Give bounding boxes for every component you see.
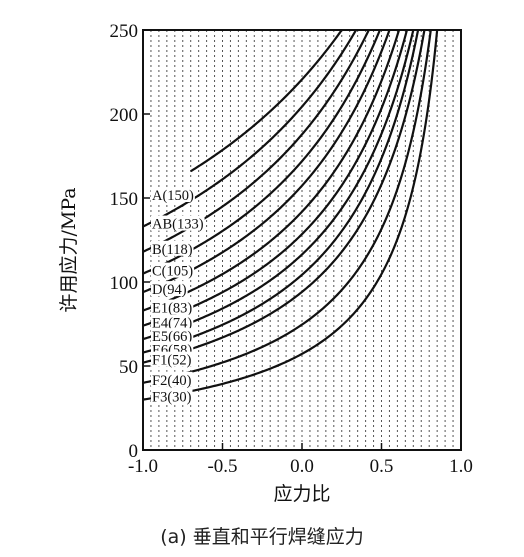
curve-label: A(150) xyxy=(152,188,194,204)
curve-label: C(105) xyxy=(152,264,193,280)
curve-a-150- xyxy=(190,29,343,173)
y-tick-label: 150 xyxy=(110,189,139,210)
curve-label-bg xyxy=(151,314,194,330)
y-tick-label: 250 xyxy=(110,21,139,42)
curve-label: F3(30) xyxy=(152,390,192,406)
curve-label: F2(40) xyxy=(152,373,192,389)
figure-caption: (a) 垂直和平行焊缝应力 xyxy=(160,526,364,548)
curve-label-bg xyxy=(151,187,195,202)
y-tick-label: 100 xyxy=(110,273,139,294)
curve-label-bg xyxy=(151,215,205,231)
curve-label-bg xyxy=(151,281,188,297)
x-axis-title: 应力比 xyxy=(273,483,330,505)
curve-label: E5(66) xyxy=(152,329,192,345)
curve-label-bg xyxy=(151,388,193,404)
grid-lines xyxy=(150,30,454,450)
x-tick-label: -0.5 xyxy=(207,456,237,477)
curve-label-bg xyxy=(151,351,193,367)
y-axis: 0 50 100 150 200 250 xyxy=(110,21,150,462)
curve-label-bg xyxy=(151,240,194,256)
curve-label: B(118) xyxy=(152,242,193,258)
y-axis-title: 许用应力/MPa xyxy=(58,187,80,312)
curve-label: E4(74) xyxy=(152,316,192,332)
curve-c-105- xyxy=(142,29,381,275)
x-tick-label: 0.5 xyxy=(370,456,394,477)
curve-label-bg xyxy=(151,262,195,278)
x-tick-label: 1.0 xyxy=(449,456,473,477)
curve-label: F1(52) xyxy=(152,353,192,369)
x-axis: -1.0 -0.5 0.0 0.5 1.0 xyxy=(128,443,473,477)
curve-label: AB(133) xyxy=(152,217,204,233)
curve-label: D(94) xyxy=(152,282,187,298)
y-tick-label: 200 xyxy=(110,105,139,126)
curve-label-bg xyxy=(151,371,193,387)
curve-label-bg xyxy=(151,299,194,315)
x-tick-label: 0.0 xyxy=(290,456,314,477)
y-tick-label: 50 xyxy=(119,357,138,378)
y-tick-label: 0 xyxy=(129,441,139,462)
curve-label-bg xyxy=(151,328,194,344)
curve-ab-133- xyxy=(142,29,358,228)
curve-b-118- xyxy=(142,29,370,253)
x-tick-label: -1.0 xyxy=(128,456,158,477)
curve-label: E1(83) xyxy=(152,301,192,317)
curve-labels: A(150) AB(133) B(118) C(105) D(94) E1(83)E4(7… xyxy=(151,187,205,406)
